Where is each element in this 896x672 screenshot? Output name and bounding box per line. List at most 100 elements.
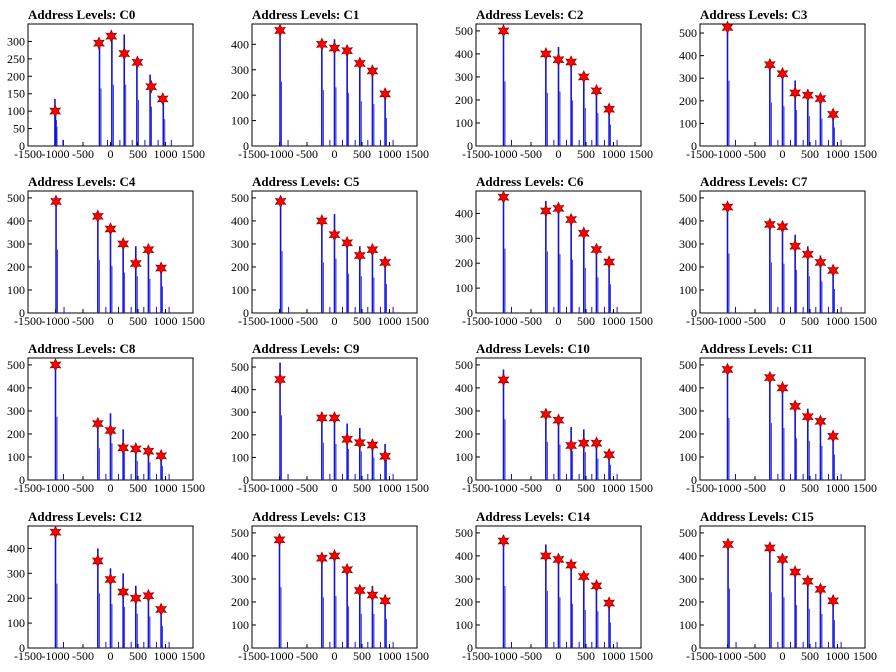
peak-marker (722, 537, 734, 552)
x-tick-label: -500 (520, 481, 542, 495)
chart-title: Address Levels: C14 (476, 509, 590, 524)
x-tick-label: 500 (801, 314, 819, 328)
x-tick-label: 500 (801, 481, 819, 495)
peak-marker (353, 583, 366, 598)
y-tick-label: 100 (679, 283, 697, 297)
x-tick-label: 1500 (181, 649, 205, 663)
x-tick-label: 0 (556, 649, 562, 663)
x-tick-label: 500 (353, 314, 371, 328)
peak-marker (497, 190, 510, 205)
y-tick-label: 300 (7, 566, 25, 580)
y-tick-label: 100 (7, 616, 25, 630)
y-tick-label: 300 (679, 71, 697, 85)
x-tick-label: 500 (129, 481, 147, 495)
peak-marker (93, 36, 105, 51)
y-tick-label: 400 (679, 49, 697, 63)
chart-title: Address Levels: C1 (252, 7, 359, 22)
chart-panel-6: Address Levels: C6-1500 -1000 -500 0 500 1000… (455, 174, 653, 328)
chart-panel-12: Address Levels: C12 -1500 -1000 -500 0 500 100… (7, 509, 205, 663)
x-tick-label: 0 (332, 147, 338, 161)
peak-marker (539, 204, 552, 218)
x-tick-label: 500 (577, 147, 595, 161)
peak-marker (91, 554, 104, 568)
x-tick-label: 1500 (629, 649, 653, 663)
y-tick-label: 0 (691, 139, 697, 153)
y-tick-label: 400 (679, 549, 697, 563)
y-tick-label: 200 (679, 427, 697, 441)
chart-title: Address Levels: C7 (700, 174, 808, 189)
peak-marker (603, 255, 616, 269)
peak-marker (763, 541, 776, 555)
peak-marker (341, 235, 354, 250)
peak-marker (50, 194, 62, 209)
peak-marker (341, 43, 354, 58)
peak-marker (776, 66, 789, 81)
x-tick-label: 0 (556, 147, 562, 161)
x-tick-label: 500 (353, 649, 371, 663)
peak-marker (379, 593, 392, 608)
x-tick-label: 1000 (378, 649, 402, 663)
peak-marker (539, 549, 552, 563)
x-tick-label: 500 (129, 147, 147, 161)
y-tick-label: 500 (679, 26, 697, 40)
x-tick-label: 0 (108, 481, 114, 495)
peak-marker (117, 237, 130, 251)
x-tick-label: -1000 (42, 314, 70, 328)
peak-marker (603, 102, 616, 117)
x-tick-label: -1000 (42, 481, 70, 495)
x-tick-label: -500 (72, 481, 94, 495)
peak-marker (142, 242, 155, 257)
peak-marker (366, 588, 379, 602)
y-tick-label: 100 (231, 618, 249, 632)
peak-marker (776, 381, 789, 395)
peak-marker (763, 217, 776, 232)
peak-marker (789, 239, 802, 254)
peak-marker (801, 247, 814, 262)
x-tick-label: 0 (556, 314, 562, 328)
x-tick-label: -1500 (14, 649, 42, 663)
y-tick-label: 0 (19, 139, 25, 153)
peak-marker (104, 222, 117, 236)
peak-marker (789, 399, 802, 414)
peak-marker (827, 593, 840, 608)
peak-marker (366, 438, 379, 452)
y-tick-label: 100 (455, 281, 473, 295)
peak-marker (814, 414, 827, 429)
peak-marker (827, 263, 840, 278)
x-tick-label: -1000 (714, 481, 742, 495)
chart-title: Address Levels: C10 (476, 341, 590, 356)
x-tick-label: 500 (129, 314, 147, 328)
y-tick-label: 400 (7, 381, 25, 395)
x-tick-label: -1500 (686, 649, 714, 663)
y-tick-label: 500 (231, 191, 249, 205)
y-tick-label: 300 (455, 70, 473, 84)
peak-marker (366, 64, 379, 78)
x-tick-label: -1500 (14, 314, 42, 328)
peak-marker (721, 362, 734, 377)
chart-panel-7: Address Levels: C7-1500 -1000 -500 0 500 1000… (679, 174, 877, 328)
y-tick-label: 500 (7, 191, 25, 205)
peak-marker (49, 358, 62, 372)
x-tick-label: -1000 (490, 147, 518, 161)
y-tick-label: 100 (679, 116, 697, 130)
x-tick-label: 1500 (853, 147, 877, 161)
y-tick-label: 400 (231, 214, 249, 228)
x-tick-label: 1500 (405, 314, 429, 328)
y-tick-label: 100 (7, 104, 25, 118)
chart-title: Address Levels: C15 (700, 509, 814, 524)
x-tick-label: -1000 (42, 649, 70, 663)
peak-marker (379, 87, 392, 101)
chart-panel-11: Address Levels: C11 -1500 -1000 -500 0 500 100… (679, 341, 877, 495)
x-tick-label: 0 (108, 147, 114, 161)
peak-marker (565, 558, 578, 572)
peak-marker (353, 56, 366, 71)
x-tick-label: 0 (332, 314, 338, 328)
peak-marker (497, 373, 510, 387)
peak-marker (129, 591, 142, 606)
peak-marker (315, 551, 328, 566)
y-tick-label: 100 (231, 450, 249, 464)
x-tick-label: 1500 (853, 649, 877, 663)
peak-marker (565, 438, 578, 453)
peak-marker (155, 602, 168, 617)
y-tick-label: 400 (679, 381, 697, 395)
